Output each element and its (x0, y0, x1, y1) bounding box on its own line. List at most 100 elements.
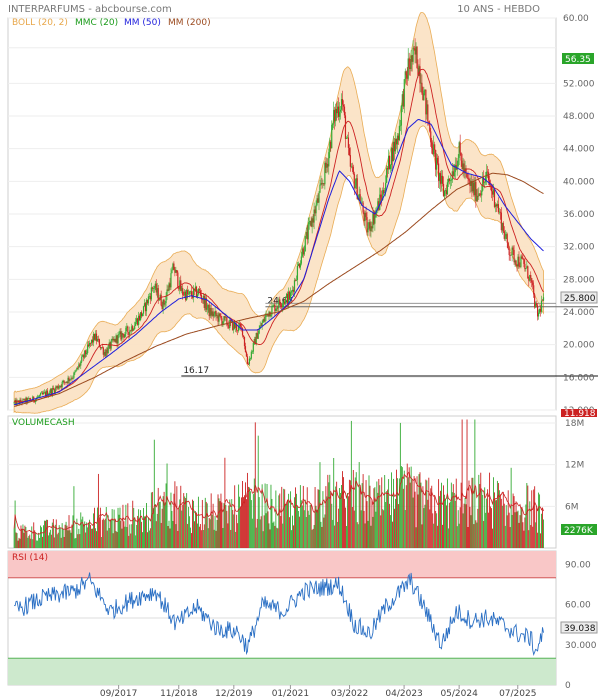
candle-body (120, 331, 122, 340)
candle-body (135, 322, 137, 326)
rsi-tick-label: 0 (565, 681, 571, 691)
candle-body (111, 338, 113, 341)
rsi-tick-label: 90.00 (565, 560, 591, 570)
candle-body (512, 247, 514, 250)
candle-body (76, 367, 78, 371)
candle-body (537, 305, 539, 317)
price-tick-label: 32.000 (563, 243, 595, 253)
candle-body (481, 190, 483, 196)
candle-body (510, 255, 512, 256)
candle-body (341, 99, 344, 105)
candle-body (398, 125, 400, 141)
candle-body (511, 247, 513, 256)
candle-body (428, 121, 430, 124)
candle-body (90, 339, 93, 344)
candle-body (55, 387, 57, 389)
candle-body (295, 280, 298, 281)
candle-body (366, 217, 368, 233)
candle-body (84, 350, 86, 358)
candle-body (238, 324, 241, 326)
candle-body (40, 392, 43, 394)
candle-body (480, 193, 482, 196)
candle-body (535, 303, 537, 308)
candle-body (346, 137, 349, 139)
candle-body (493, 189, 496, 207)
candle-body (385, 182, 387, 193)
candle-body (172, 263, 174, 271)
candle-body (242, 335, 245, 337)
candle-body (43, 392, 46, 393)
candle-body (156, 288, 158, 293)
candle-body (364, 212, 366, 222)
candle-body (42, 392, 45, 395)
candle-body (154, 283, 156, 289)
candle-body (414, 48, 416, 55)
candle-body (62, 380, 64, 383)
candle-body (401, 94, 403, 106)
candle-body (175, 270, 177, 273)
candle-body (17, 400, 19, 402)
volume-badge-label: 2276K (564, 526, 594, 536)
candle-body (498, 211, 500, 213)
candle-body (229, 320, 231, 328)
candle-body (146, 299, 149, 304)
candle-body (333, 109, 335, 124)
candle-body (320, 183, 322, 185)
candle-body (509, 254, 511, 256)
candle-body (527, 266, 529, 279)
candle-body (416, 46, 418, 69)
candle-body (67, 377, 69, 383)
candle-body (308, 222, 310, 225)
candle-body (438, 173, 441, 181)
candle-body (16, 400, 18, 405)
candle-body (85, 350, 87, 355)
legend-mm50: MM (50) (124, 18, 161, 28)
candle-body (445, 190, 448, 195)
candle-body (301, 248, 303, 257)
candle-body (185, 291, 187, 300)
candle-body (388, 155, 391, 170)
price-tick-label: 44.000 (563, 145, 595, 155)
candle-body (160, 294, 162, 306)
candle-body (405, 71, 407, 75)
candle-body (387, 168, 389, 170)
candle-body (413, 47, 415, 49)
candle-body (191, 295, 194, 298)
candle-body (221, 318, 223, 325)
candle-body (304, 235, 306, 252)
candle-body (492, 189, 495, 195)
candle-body (103, 351, 105, 355)
candle-body (137, 318, 139, 325)
candle-body (179, 280, 181, 290)
candle-body (460, 152, 462, 161)
candle-body (119, 331, 121, 335)
candle-body (484, 182, 486, 183)
candle-body (316, 198, 318, 205)
candle-body (491, 191, 494, 195)
candle-body (507, 242, 509, 249)
top-price-badge-label: 56.35 (565, 55, 591, 65)
candle-body (292, 289, 295, 292)
price-legend: BOLL (20, 2) MMC (20) MM (50) MM (200) (12, 18, 211, 28)
price-tick-label: 52.000 (563, 79, 595, 89)
candle-body (312, 218, 314, 223)
candle-body (206, 307, 208, 310)
candle-body (305, 231, 307, 236)
price-tick-label: 24.000 (563, 308, 595, 318)
candle-body (20, 399, 22, 403)
candle-body (282, 304, 284, 308)
candle-body (393, 141, 396, 152)
candle-body (13, 402, 15, 404)
candle-body (340, 99, 343, 110)
candle-body (224, 316, 226, 318)
rsi-line (14, 572, 544, 657)
candle-body (225, 317, 227, 318)
candle-body (288, 291, 290, 304)
candle-body (452, 171, 454, 177)
candle-body (287, 293, 289, 304)
candle-body (105, 349, 107, 356)
price-tick-label: 28.000 (563, 275, 595, 285)
candle-body (542, 297, 545, 301)
candle-body (110, 340, 112, 349)
candle-body (280, 304, 282, 307)
